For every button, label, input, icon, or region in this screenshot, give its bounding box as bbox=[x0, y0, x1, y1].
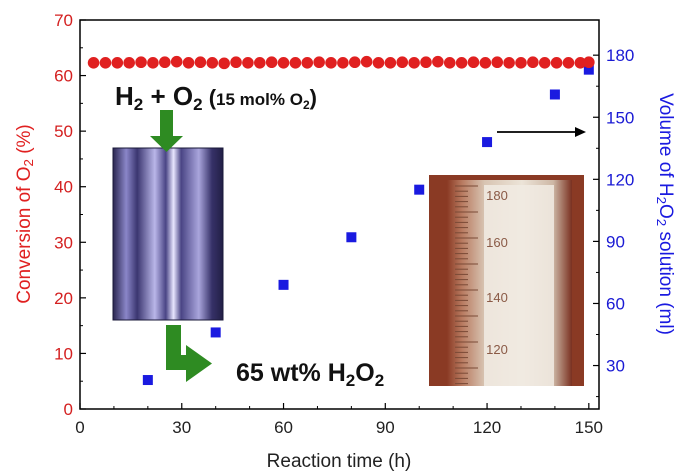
plasma-tube-photo bbox=[112, 147, 224, 321]
left-tick-label: 60 bbox=[54, 67, 73, 86]
bottom-tick-label: 150 bbox=[575, 418, 603, 437]
volume-series bbox=[142, 64, 594, 386]
arrow-to-right-axis bbox=[497, 127, 586, 137]
cylinder-photo: 180 160 140 120 bbox=[429, 175, 584, 386]
conversion-point bbox=[527, 56, 539, 69]
conversion-point bbox=[467, 56, 480, 69]
conversion-point bbox=[253, 56, 266, 69]
conversion-point bbox=[420, 56, 432, 69]
conversion-point bbox=[550, 56, 563, 69]
conversion-point bbox=[574, 56, 587, 69]
conversion-point bbox=[325, 56, 337, 69]
conversion-point bbox=[194, 56, 207, 69]
cylinder-mark-label: 180 bbox=[486, 188, 508, 203]
cylinder-mark-label: 120 bbox=[486, 342, 508, 357]
left-tick-label: 50 bbox=[54, 122, 73, 141]
conversion-point bbox=[218, 57, 230, 70]
conversion-series bbox=[87, 55, 595, 70]
bottom-axis-ticks: 0 30 60 90 120 150 bbox=[75, 403, 603, 437]
conversion-point bbox=[289, 56, 302, 69]
conversion-point bbox=[111, 56, 124, 69]
right-axis-ticks: 30 60 90 120 150 180 bbox=[593, 46, 634, 398]
green-arrow-down bbox=[150, 110, 183, 152]
left-axis-title: Conversion of O2 (%) bbox=[14, 124, 36, 304]
green-arrow-bent bbox=[166, 325, 212, 382]
conversion-point bbox=[491, 56, 504, 69]
bottom-tick-label: 0 bbox=[75, 418, 84, 437]
conversion-point bbox=[230, 56, 242, 69]
conversion-point bbox=[348, 56, 361, 69]
left-tick-label: 0 bbox=[64, 400, 73, 419]
left-tick-label: 40 bbox=[54, 178, 73, 197]
conversion-point bbox=[396, 56, 409, 69]
right-tick-label: 120 bbox=[606, 170, 634, 189]
conversion-point bbox=[583, 56, 595, 69]
right-tick-label: 90 bbox=[606, 232, 625, 251]
conversion-point bbox=[337, 56, 349, 69]
volume-point bbox=[414, 184, 425, 195]
conversion-point bbox=[408, 56, 420, 69]
conversion-point bbox=[242, 56, 254, 69]
right-tick-label: 60 bbox=[606, 294, 625, 313]
conversion-point bbox=[372, 56, 385, 69]
right-tick-label: 150 bbox=[606, 108, 634, 127]
conversion-point bbox=[123, 56, 135, 69]
conversion-point bbox=[455, 56, 468, 69]
product-annotation: 65 wt% H2O2 bbox=[236, 359, 384, 390]
left-tick-label: 20 bbox=[54, 289, 73, 308]
left-tick-label: 70 bbox=[54, 11, 73, 30]
conversion-point bbox=[265, 56, 278, 69]
left-tick-label: 30 bbox=[54, 233, 73, 252]
right-tick-label: 180 bbox=[606, 46, 634, 65]
left-axis-ticks: 0 10 20 30 40 50 60 70 bbox=[54, 11, 86, 419]
conversion-point bbox=[562, 56, 575, 69]
conversion-point bbox=[277, 56, 290, 69]
x-axis-title: Reaction time (h) bbox=[267, 451, 412, 472]
volume-point bbox=[549, 89, 560, 100]
conversion-point bbox=[159, 56, 171, 69]
volume-point bbox=[210, 327, 221, 338]
conversion-point bbox=[99, 56, 112, 69]
conversion-point bbox=[432, 55, 444, 68]
left-tick-label: 10 bbox=[54, 344, 73, 363]
bottom-tick-label: 60 bbox=[274, 418, 293, 437]
conversion-point bbox=[301, 56, 314, 69]
cylinder-mark-label: 160 bbox=[486, 235, 508, 250]
volume-point bbox=[482, 137, 493, 148]
conversion-point bbox=[135, 56, 147, 69]
volume-point bbox=[278, 279, 289, 290]
conversion-point bbox=[443, 56, 456, 69]
conversion-point bbox=[360, 55, 373, 68]
conversion-point bbox=[515, 56, 527, 69]
volume-point bbox=[583, 64, 594, 75]
volume-point bbox=[142, 375, 153, 386]
cylinder-mark-label: 140 bbox=[486, 290, 508, 305]
reactant-annotation: H2 + O2 (15 mol% O2) bbox=[115, 81, 317, 114]
conversion-point bbox=[503, 56, 515, 69]
bottom-tick-label: 120 bbox=[473, 418, 501, 437]
conversion-point bbox=[182, 56, 195, 69]
conversion-point bbox=[147, 56, 159, 69]
conversion-point bbox=[479, 56, 492, 69]
right-tick-label: 30 bbox=[606, 357, 625, 376]
conversion-point bbox=[206, 56, 219, 69]
bottom-tick-label: 90 bbox=[376, 418, 395, 437]
conversion-point bbox=[170, 55, 183, 68]
bottom-tick-label: 30 bbox=[172, 418, 191, 437]
conversion-point bbox=[313, 56, 325, 69]
conversion-point bbox=[87, 56, 100, 69]
conversion-point bbox=[384, 56, 397, 69]
volume-point bbox=[346, 232, 357, 243]
right-axis-title: Volume of H2O2 solution (ml) bbox=[654, 93, 676, 335]
conversion-point bbox=[538, 56, 551, 69]
